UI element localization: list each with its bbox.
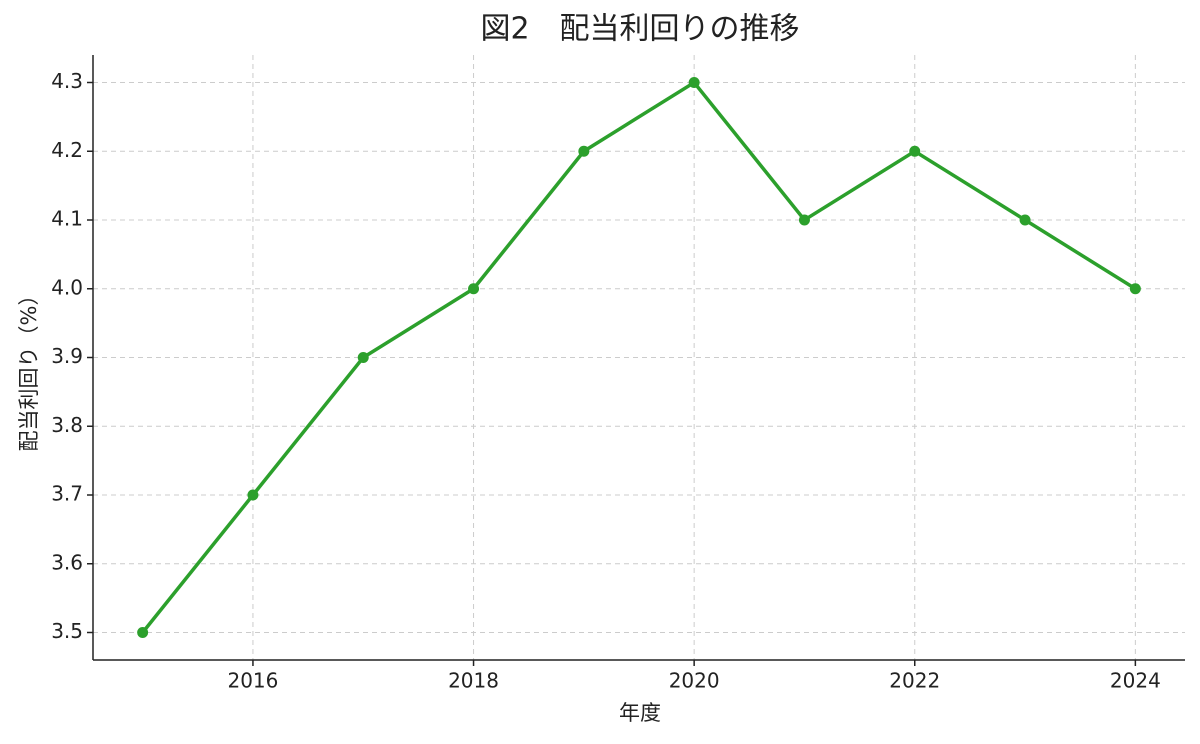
y-tick-label: 4.3 [51,69,83,93]
y-tick-label: 3.8 [51,413,83,437]
x-tick-label: 2016 [227,669,278,693]
point [468,283,480,295]
point [1019,214,1031,226]
point [1129,283,1141,295]
point [357,352,369,363]
point [247,489,259,501]
x-tick-label: 2020 [669,669,720,693]
y-axis-label: 配当利回り（%） [17,285,41,452]
y-tick-label: 4.2 [51,138,83,162]
x-tick-label: 2024 [1110,669,1161,693]
y-tick-label: 3.9 [51,344,83,368]
line [141,80,1137,634]
y-tick-label: 3.5 [51,619,83,643]
chart-title: 図2 配当利回りの推移 [480,12,799,47]
point [137,627,149,638]
y-tick-label: 4.1 [51,207,83,231]
point [798,214,810,226]
x-tick-label: 2018 [448,669,499,693]
y-tick-label: 3.6 [51,550,83,574]
point [909,145,921,157]
x-tick-label: 2022 [889,669,940,693]
point [688,77,700,88]
point [578,145,590,157]
y-tick-label: 3.7 [51,482,83,506]
x-axis-label: 年度 [619,701,661,725]
y-tick-label: 4.0 [51,275,83,299]
